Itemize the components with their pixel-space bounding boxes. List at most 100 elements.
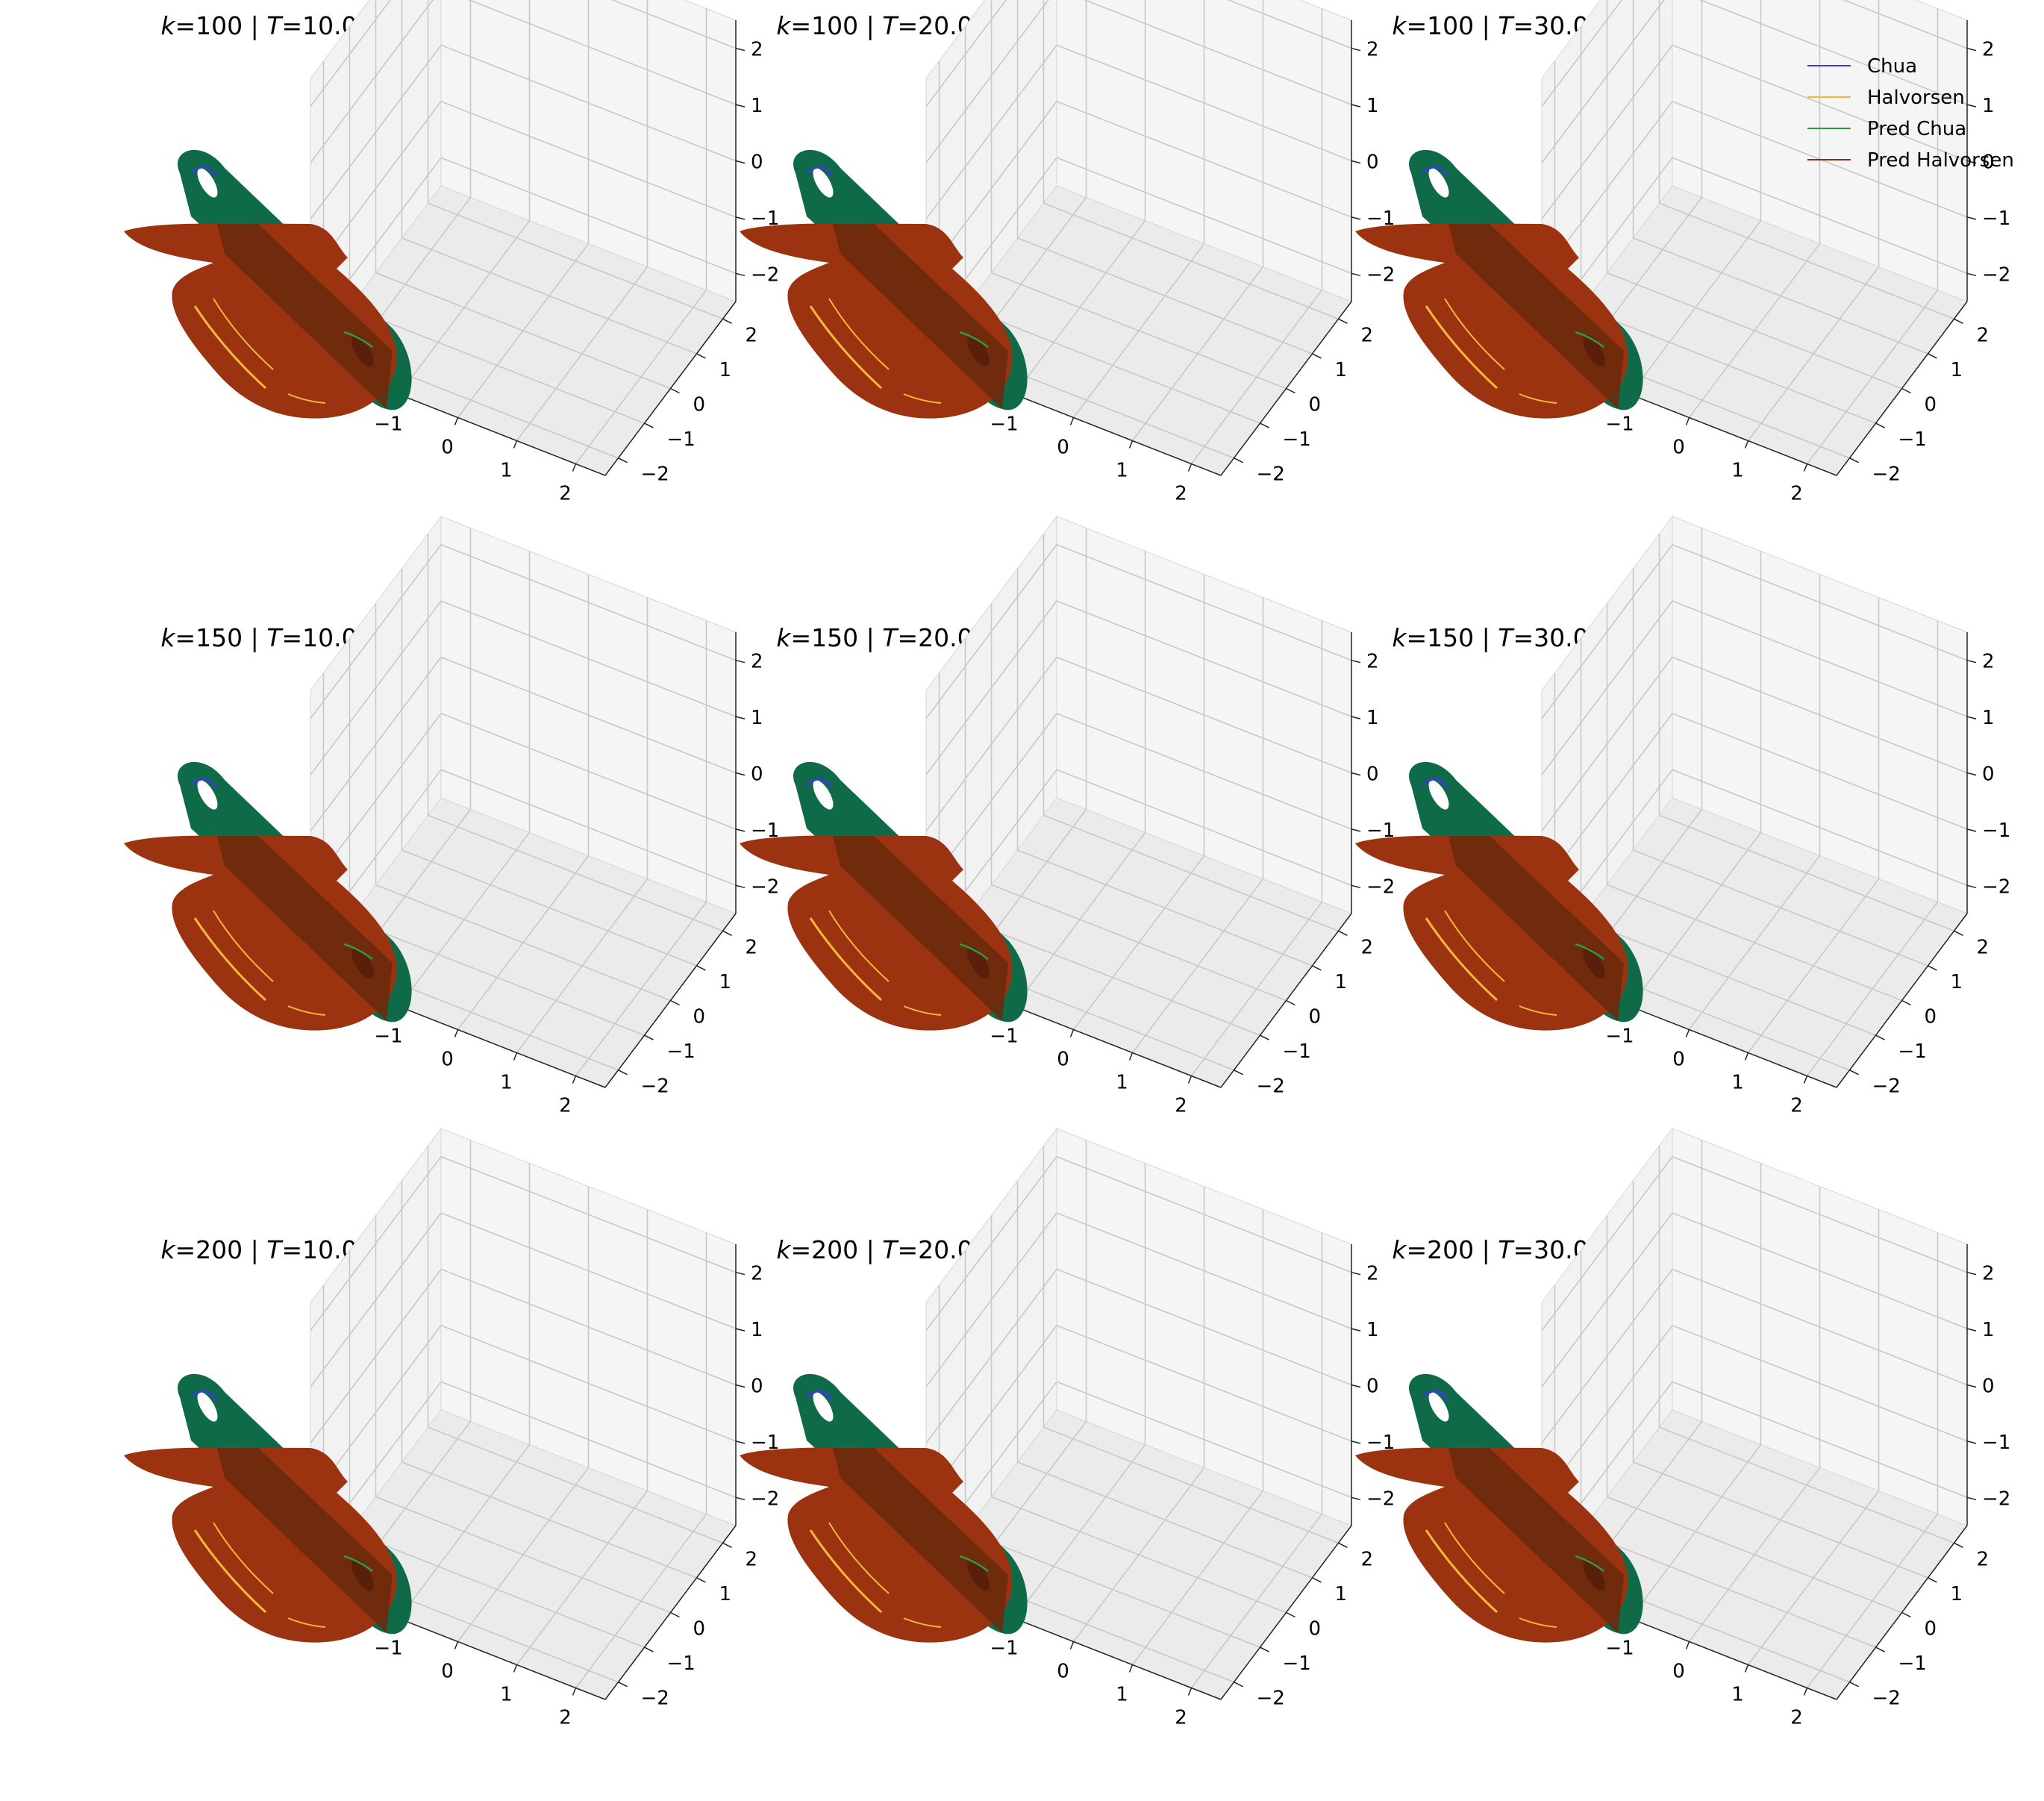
- grid-line: [1226, 0, 1352, 49]
- y-tick: [696, 353, 706, 359]
- x-tick-label: −1: [990, 1026, 1018, 1048]
- z-tick-label: 2: [1982, 651, 1995, 673]
- y-tick-label: 0: [1309, 1006, 1322, 1029]
- grid-line: [575, 1514, 707, 1688]
- y-tick: [1338, 318, 1348, 324]
- x-tick: [454, 1641, 459, 1649]
- halvorsen-body: [740, 835, 1013, 1031]
- z-tick-label: 1: [1366, 1319, 1379, 1341]
- z-tick: [735, 772, 746, 776]
- z-tick-label: 1: [1366, 707, 1379, 729]
- x-tick-label: 1: [1116, 460, 1128, 482]
- x-tick-label: 0: [1057, 1049, 1069, 1071]
- y-tick: [670, 999, 680, 1006]
- legend-label: Pred Halvorsen: [1867, 149, 2014, 172]
- y-tick: [1312, 965, 1322, 971]
- grid-line: [1541, 1212, 1673, 1388]
- y-tick-label: 0: [1309, 1618, 1322, 1641]
- z-tick-label: 1: [1982, 707, 1995, 729]
- grid-line: [1659, 1426, 1954, 1544]
- z-tick-label: −2: [751, 875, 779, 898]
- grid-line: [925, 657, 1057, 831]
- pred-chua-trace: [1575, 943, 1604, 960]
- chua-hole-top: [813, 168, 834, 198]
- grid-line: [925, 0, 1049, 163]
- grid-line: [991, 1496, 1287, 1614]
- z-tick-label: −2: [1366, 1488, 1395, 1510]
- grid: [925, 1140, 1352, 1688]
- title-k-symbol: k: [776, 623, 792, 652]
- x-tick-label: 0: [1672, 437, 1685, 459]
- pred-chua-trace: [343, 1555, 373, 1572]
- x-tick-label: 2: [559, 1095, 572, 1117]
- z-tick-label: 1: [1366, 95, 1379, 117]
- halvorsen-trace: [828, 910, 890, 982]
- y-tick-label: 2: [746, 936, 758, 958]
- x-tick: [1744, 1052, 1749, 1061]
- grid-line: [467, 0, 737, 105]
- legend-label: Halvorsen: [1867, 87, 1965, 109]
- x-tick-label: 2: [1790, 483, 1803, 505]
- legend: Chua Halvorsen Pred Chua Pred Halvorsen: [1807, 55, 2014, 172]
- y-tick-label: 0: [693, 1006, 706, 1029]
- grid-line: [310, 0, 434, 163]
- title-k-value: =100 |: [175, 11, 267, 40]
- z-tick: [735, 828, 746, 832]
- grid-line: [310, 1156, 442, 1332]
- chua-trace: [805, 1390, 834, 1401]
- overlap-region: [1448, 1448, 1624, 1633]
- grid-line: [401, 1461, 697, 1579]
- z-tick: [1351, 884, 1361, 889]
- grid-line: [310, 45, 442, 219]
- grid-line: [1056, 600, 1352, 717]
- x-tick: [572, 1688, 577, 1696]
- y-tick: [670, 387, 680, 394]
- y-tick-label: −2: [1257, 1688, 1285, 1710]
- pred-chua-trace: [1575, 331, 1604, 348]
- y-tick: [1260, 1647, 1269, 1652]
- x-tick-label: 0: [1672, 1049, 1685, 1071]
- x-tick: [572, 1076, 577, 1084]
- z-tick: [735, 1496, 746, 1501]
- chua-hole-top: [1428, 780, 1449, 810]
- x-tick: [1128, 1664, 1134, 1673]
- title-k-symbol: k: [776, 1235, 792, 1264]
- y-tick: [1875, 1034, 1885, 1040]
- z-tick: [1966, 828, 1977, 832]
- z-tick: [1351, 160, 1361, 164]
- halvorsen-trace: [287, 1617, 326, 1628]
- grid-line: [440, 1212, 737, 1329]
- grid-line: [1747, 878, 1880, 1053]
- overlap-region: [217, 224, 393, 409]
- halvorsen-body: [1355, 1447, 1628, 1643]
- chua-hole-top: [813, 780, 834, 810]
- y-tick-label: −1: [1283, 1652, 1311, 1675]
- title-t-symbol: T: [1498, 623, 1515, 652]
- grid-line: [516, 266, 648, 441]
- pred-chua-trace: [959, 1555, 989, 1572]
- z-tick-label: −1: [1982, 820, 2010, 842]
- halvorsen-trace: [1425, 1529, 1498, 1614]
- z-tick: [1966, 1328, 1977, 1332]
- x-tick: [1744, 440, 1749, 449]
- halvorsen-fill: [1355, 1447, 1628, 1643]
- grid-line: [925, 45, 1057, 219]
- z-tick-label: 2: [1366, 39, 1379, 61]
- y-tick-label: −1: [1898, 428, 1927, 451]
- y-tick-label: −2: [1872, 463, 1901, 486]
- title-t-symbol: T: [266, 11, 284, 40]
- z-tick-label: 1: [751, 95, 763, 117]
- x-tick: [513, 1664, 518, 1673]
- y-tick: [696, 965, 706, 971]
- y-tick-label: −1: [1283, 428, 1311, 451]
- halvorsen-fill: [124, 1447, 397, 1643]
- grid-line: [1056, 1155, 1352, 1273]
- grid-line: [1131, 266, 1264, 441]
- grid-line: [1541, 1269, 1673, 1443]
- y-tick: [1234, 1682, 1243, 1688]
- z-tick-label: 1: [1982, 1319, 1995, 1341]
- grid-line: [575, 290, 707, 464]
- y-tick: [1928, 965, 1937, 971]
